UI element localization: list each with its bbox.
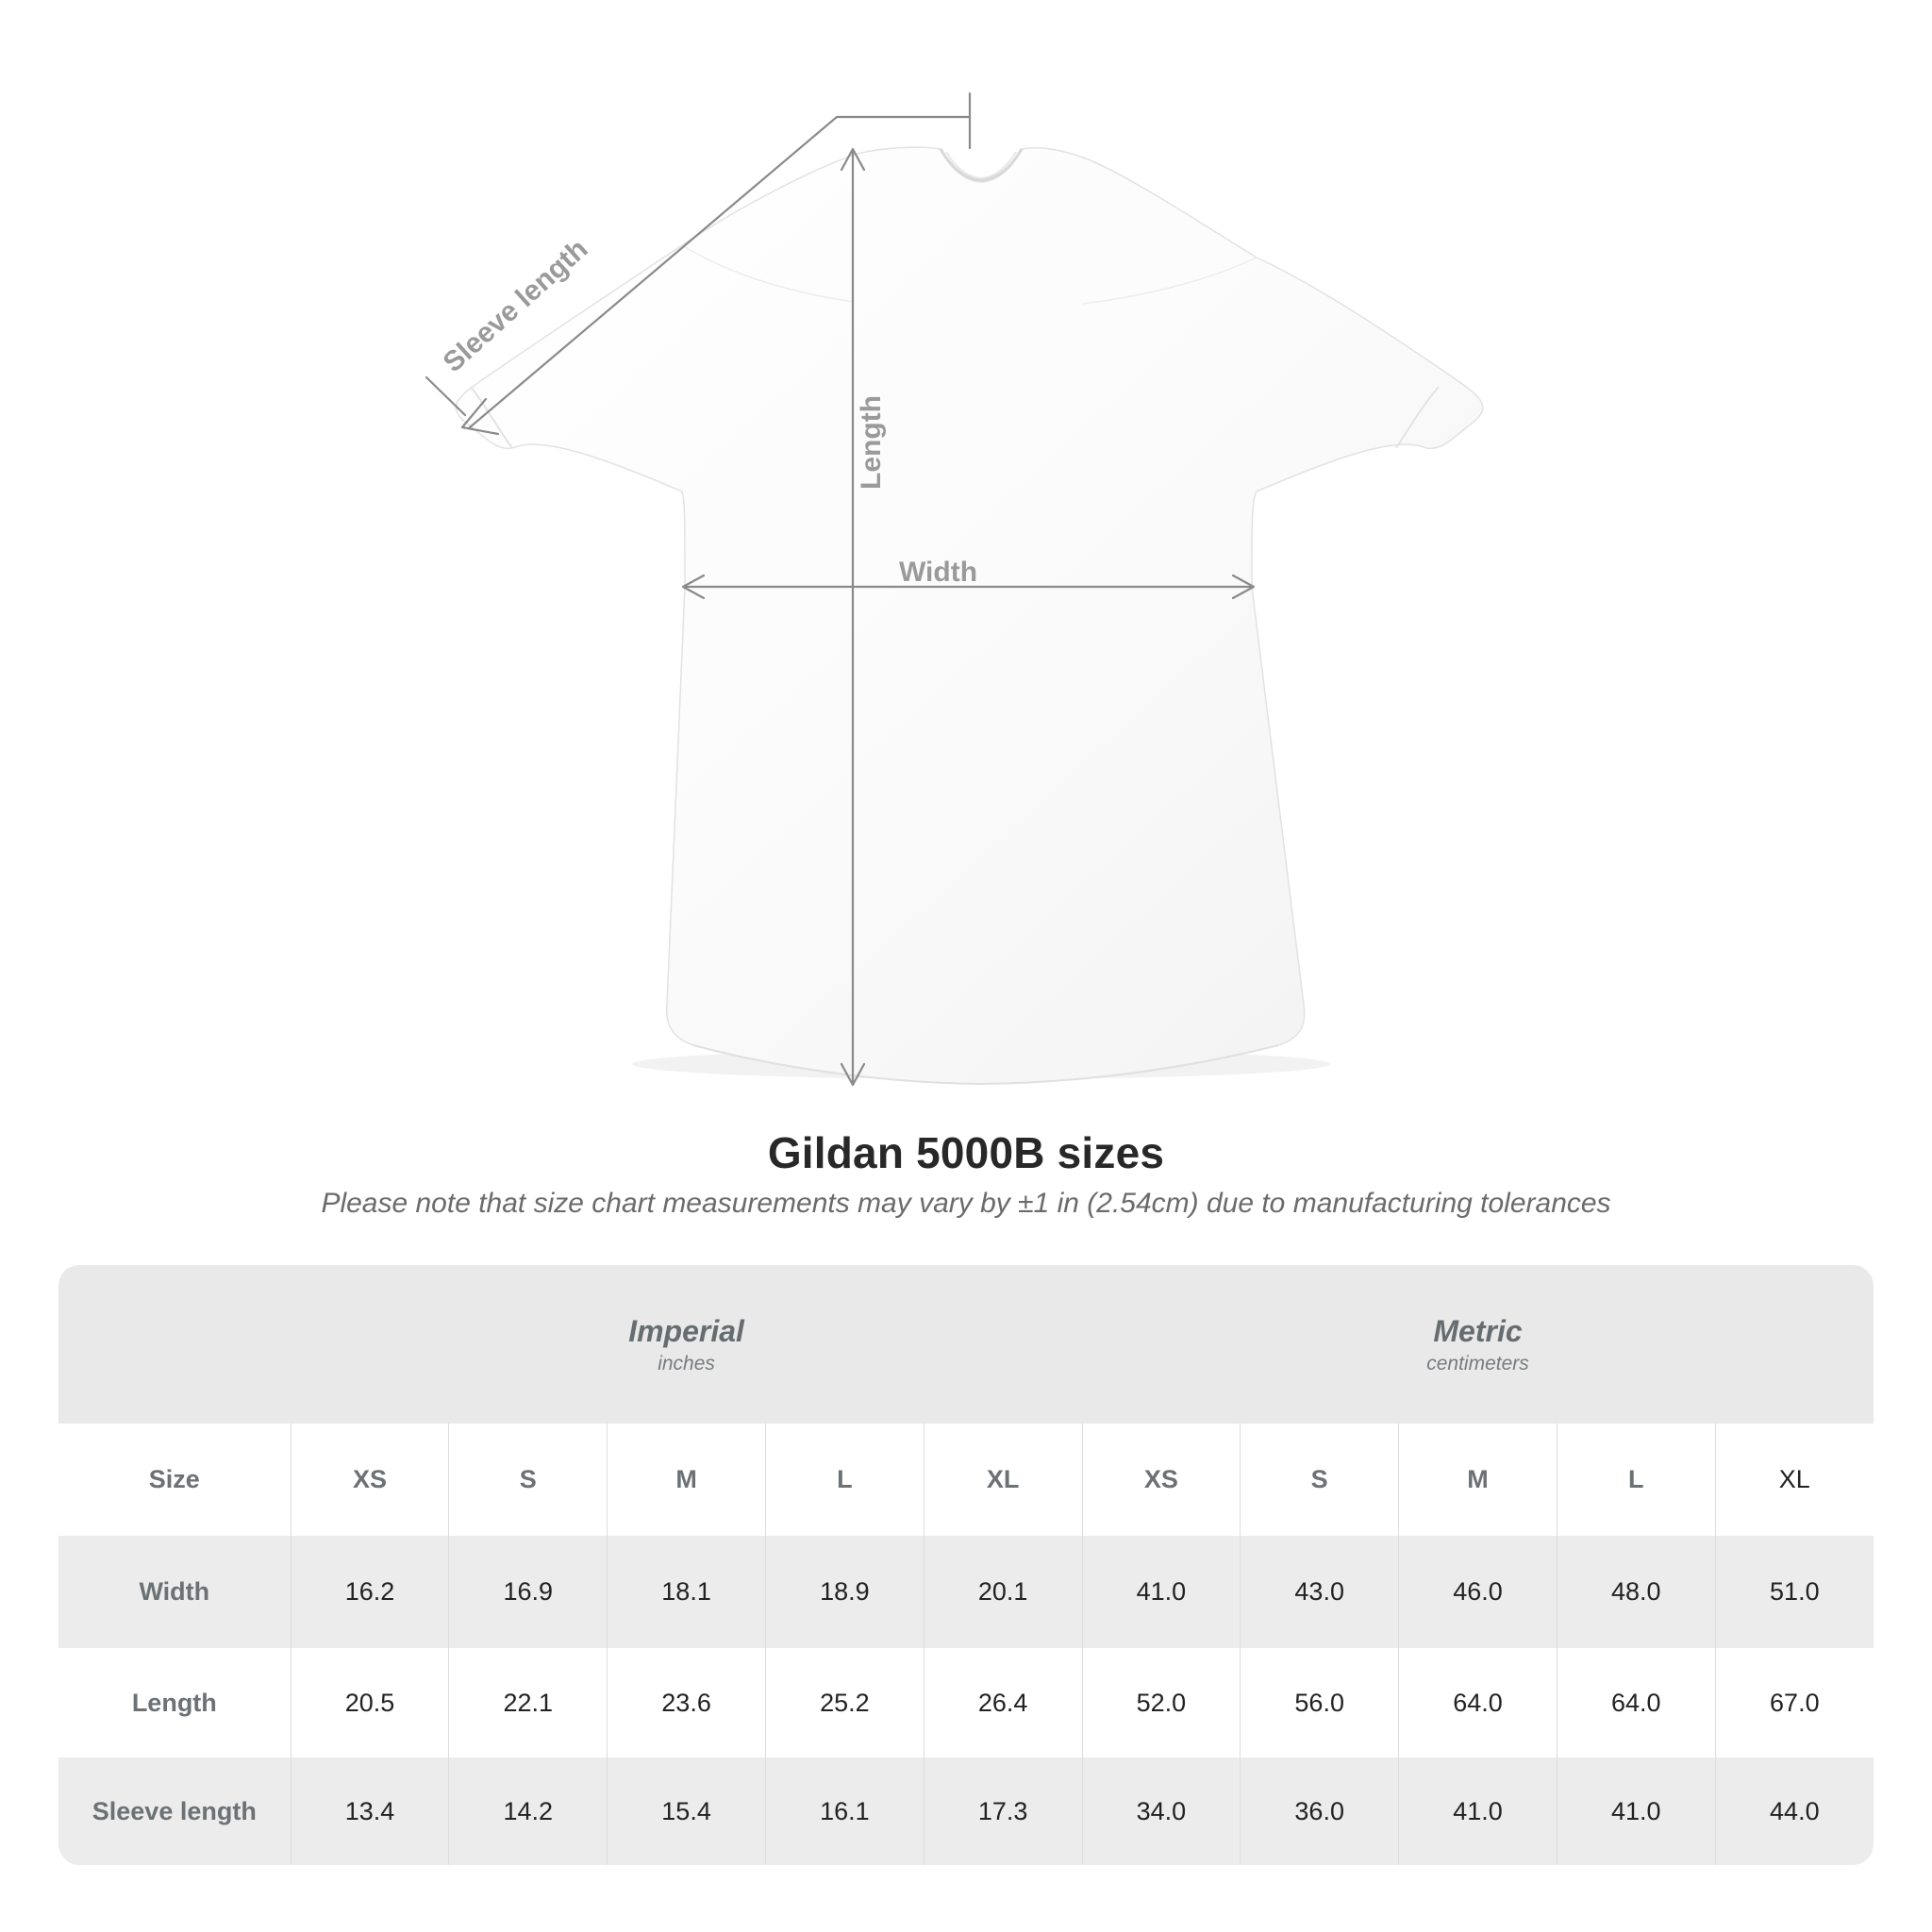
svg-text:Length: Length bbox=[856, 395, 887, 490]
svg-text:Width: Width bbox=[899, 557, 977, 588]
